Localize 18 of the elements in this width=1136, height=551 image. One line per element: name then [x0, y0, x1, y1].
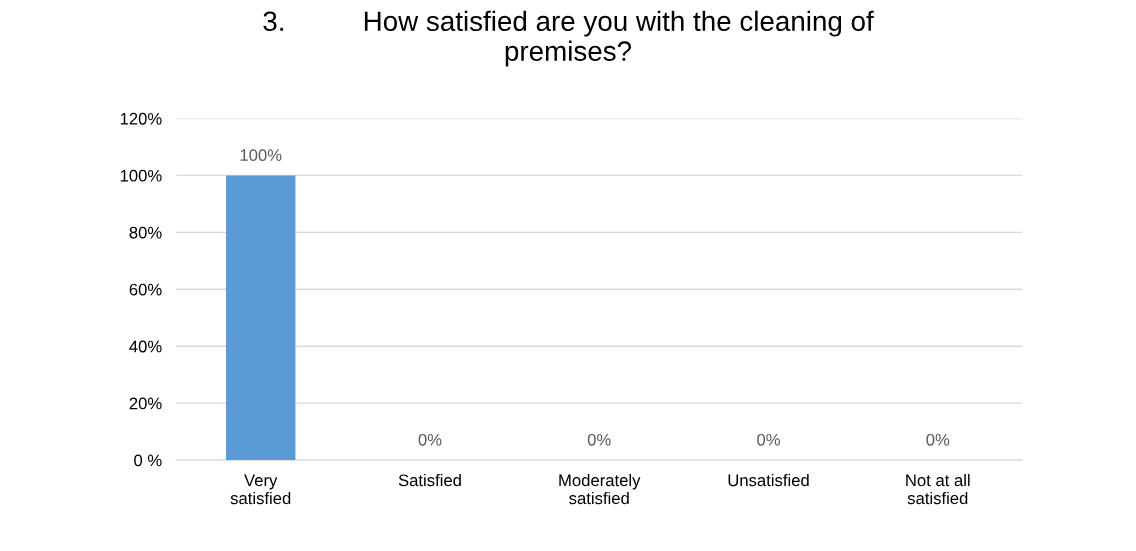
chart-title: 3. How satisfied are you with the cleaning of premises? — [263, 10, 874, 67]
data-label: 0% — [926, 433, 950, 446]
y-tick-label: 80% — [129, 226, 162, 239]
data-label: 0% — [757, 433, 780, 446]
data-label: 0% — [418, 433, 442, 446]
x-tick-label: Not at all satisfied — [906, 473, 970, 505]
data-label: 0% — [587, 433, 611, 446]
y-tick-label: 0 % — [134, 454, 162, 467]
y-tick-label: 100% — [120, 169, 162, 182]
x-tick-label: Satisfied — [398, 473, 461, 487]
x-tick-label: Very satisfied — [230, 474, 291, 505]
y-tick-label: 60% — [129, 283, 162, 296]
y-tick-label: 20% — [129, 397, 162, 410]
data-label: 100% — [240, 149, 282, 161]
y-tick-label: 40% — [129, 340, 162, 353]
x-tick-label: Moderately satisfied — [559, 473, 641, 505]
y-tick-label: 120% — [120, 112, 162, 125]
x-tick-label: Unsatisfied — [728, 473, 809, 487]
